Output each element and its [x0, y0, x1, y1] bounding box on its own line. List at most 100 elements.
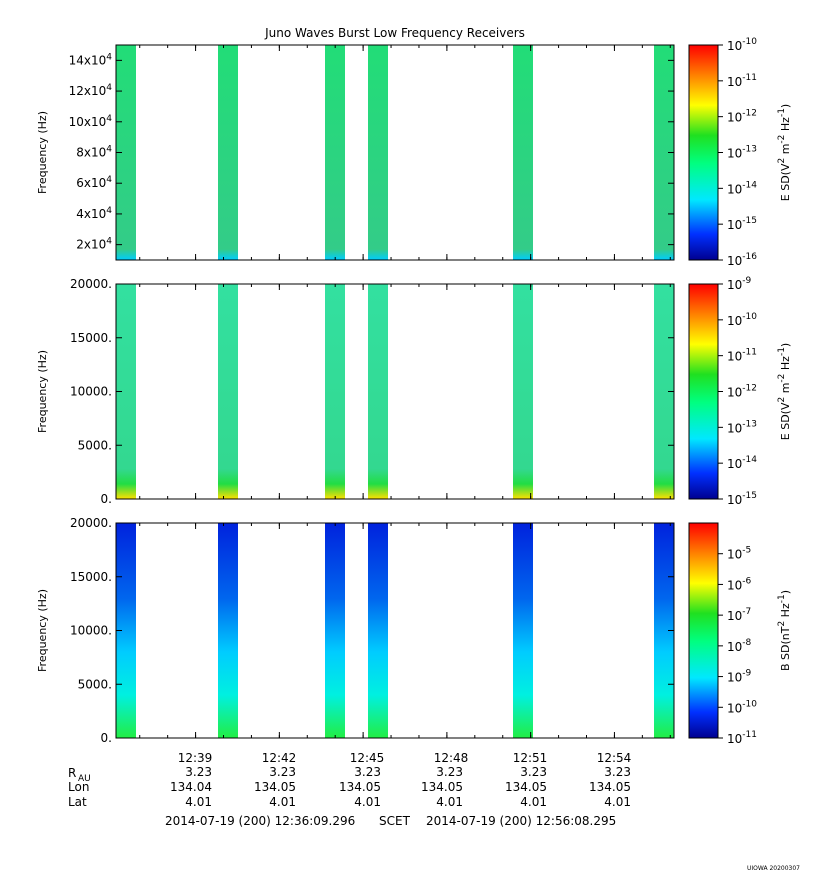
colorbar-tick-label: 10-10	[727, 699, 757, 715]
y-tick-label: 10000.	[70, 624, 112, 638]
burst-block	[325, 284, 345, 499]
ephemeris-label-lat: Lat	[68, 795, 87, 809]
burst-block	[513, 284, 533, 499]
y-axis-label: Frequency (Hz)	[36, 350, 49, 433]
ephemeris-label-r-sub: AU	[78, 774, 91, 784]
ephemeris-lat-value: 4.01	[185, 795, 212, 809]
y-tick-label: 12x104	[69, 83, 113, 98]
burst-block	[116, 45, 136, 260]
colorbar-tick-label: 10-12	[727, 109, 757, 125]
colorbar-tick-label: 10-9	[727, 276, 752, 292]
ephemeris-label-r: R	[68, 766, 76, 780]
colorbar-tick-label: 10-5	[727, 546, 751, 562]
x-tick-label: 12:39	[178, 751, 213, 765]
ephemeris-r-value: 3.23	[604, 765, 631, 779]
burst-block	[325, 523, 345, 738]
y-tick-label: 15000.	[70, 570, 112, 584]
burst-block	[218, 523, 238, 738]
y-tick-label: 10000.	[70, 385, 112, 399]
colorbar-tick-label: 10-16	[727, 252, 757, 268]
panel-2: 0. 5000. 10000. 15000. 20000. Frequency (Hz) 1…	[36, 276, 792, 507]
x-tick-label: 12:45	[350, 751, 385, 765]
colorbar-tick-label: 10-11	[727, 73, 757, 89]
colorbar-tick-label: 10-15	[727, 491, 757, 507]
panel-3: 0. 5000. 10000. 15000. 20000. Frequency (Hz) 1…	[36, 516, 792, 746]
ephemeris-lon-value: 134.05	[254, 780, 296, 794]
burst-block	[368, 284, 388, 499]
y-tick-label: 6x104	[76, 175, 112, 190]
y-tick-label: 8x104	[76, 145, 112, 160]
x-tick-label: 12:42	[262, 751, 297, 765]
burst-block	[513, 523, 533, 738]
ephemeris-lat-value: 4.01	[520, 795, 547, 809]
colorbar-label: E SD(V2 m-2 Hz-1)	[777, 343, 792, 440]
burst-block	[654, 45, 674, 260]
x-tick-label: 12:48	[434, 751, 469, 765]
colorbar-tick-label: 10-10	[727, 37, 757, 53]
burst-block	[218, 45, 238, 260]
ephemeris-lat-value: 4.01	[436, 795, 463, 809]
ephemeris-lat-value: 4.01	[354, 795, 381, 809]
colorbar-tick-label: 10-8	[727, 638, 752, 654]
ephemeris-r-value: 3.23	[436, 765, 463, 779]
colorbar-tick-label: 10-11	[727, 348, 757, 364]
y-tick-label: 0.	[101, 731, 112, 745]
x-tick-label: 12:54	[597, 751, 632, 765]
plot-frame	[115, 283, 675, 500]
burst-block	[513, 45, 533, 260]
plot-frame	[115, 44, 675, 261]
ephemeris-lon-value: 134.05	[505, 780, 547, 794]
y-tick-label: 0.	[101, 492, 112, 506]
time-range-label: SCET	[379, 814, 411, 828]
panel-1: 2x104 4x104 6x104 8x104 10x104 12x104 14x104 Fr…	[36, 37, 792, 268]
colorbar-label: E SD(V2 m-2 Hz-1)	[777, 104, 792, 201]
y-tick-label: 14x104	[69, 52, 113, 67]
ephemeris-lon-value: 134.04	[170, 780, 212, 794]
y-tick-label: 15000.	[70, 331, 112, 345]
ephemeris-lat-value: 4.01	[604, 795, 631, 809]
colorbar-tick-label: 10-9	[727, 669, 752, 685]
ephemeris-label-lon: Lon	[68, 780, 89, 794]
colorbar-tick-label: 10-14	[727, 455, 757, 471]
colorbar	[688, 44, 719, 261]
burst-block	[325, 45, 345, 260]
burst-block	[368, 45, 388, 260]
x-tick-label: 12:51	[513, 751, 548, 765]
ephemeris-lat-value: 4.01	[269, 795, 296, 809]
ephemeris-lon-value: 134.05	[589, 780, 631, 794]
burst-block	[218, 284, 238, 499]
colorbar-tick-label: 10-7	[727, 607, 751, 623]
figure-title: Juno Waves Burst Low Frequency Receivers	[264, 26, 525, 40]
ephemeris-r-value: 3.23	[354, 765, 381, 779]
colorbar-tick-label: 10-12	[727, 384, 757, 400]
ephemeris-r-value: 3.23	[185, 765, 212, 779]
ephemeris-r-value: 3.23	[269, 765, 296, 779]
colorbar-tick-label: 10-11	[727, 730, 757, 746]
x-axis-tick-labels: 12:39 12:42 12:45 12:48 12:51 12:54	[178, 751, 632, 765]
y-tick-label: 4x104	[76, 206, 112, 221]
time-range-start: 2014-07-19 (200) 12:36:09.296	[165, 814, 355, 828]
colorbar-tick-label: 10-6	[727, 576, 752, 592]
y-tick-label: 20000.	[70, 516, 112, 530]
ephemeris-table: R AU Lon Lat 3.23 3.23 3.23 3.23 3.23 3.…	[68, 765, 631, 809]
y-tick-label: 5000.	[78, 438, 112, 452]
colorbar	[688, 283, 719, 500]
ephemeris-lon-value: 134.05	[421, 780, 463, 794]
colorbar	[688, 522, 719, 739]
ephemeris-lon-value: 134.05	[339, 780, 381, 794]
time-range-line: 2014-07-19 (200) 12:36:09.296 SCET 2014-…	[165, 814, 616, 828]
colorbar-tick-label: 10-15	[727, 216, 757, 232]
colorbar-tick-label: 10-14	[727, 180, 757, 196]
plot-frame	[115, 522, 675, 739]
y-tick-label: 2x104	[76, 237, 112, 252]
colorbar-tick-label: 10-13	[727, 145, 757, 161]
colorbar-label: B SD(nT2 Hz-1)	[777, 590, 792, 671]
time-range-end: 2014-07-19 (200) 12:56:08.295	[426, 814, 616, 828]
ephemeris-r-value: 3.23	[520, 765, 547, 779]
colorbar-tick-label: 10-10	[727, 312, 757, 328]
y-tick-label: 10x104	[69, 114, 113, 129]
y-tick-label: 5000.	[78, 677, 112, 691]
colorbar-tick-label: 10-13	[727, 419, 757, 435]
y-axis-label: Frequency (Hz)	[36, 589, 49, 672]
